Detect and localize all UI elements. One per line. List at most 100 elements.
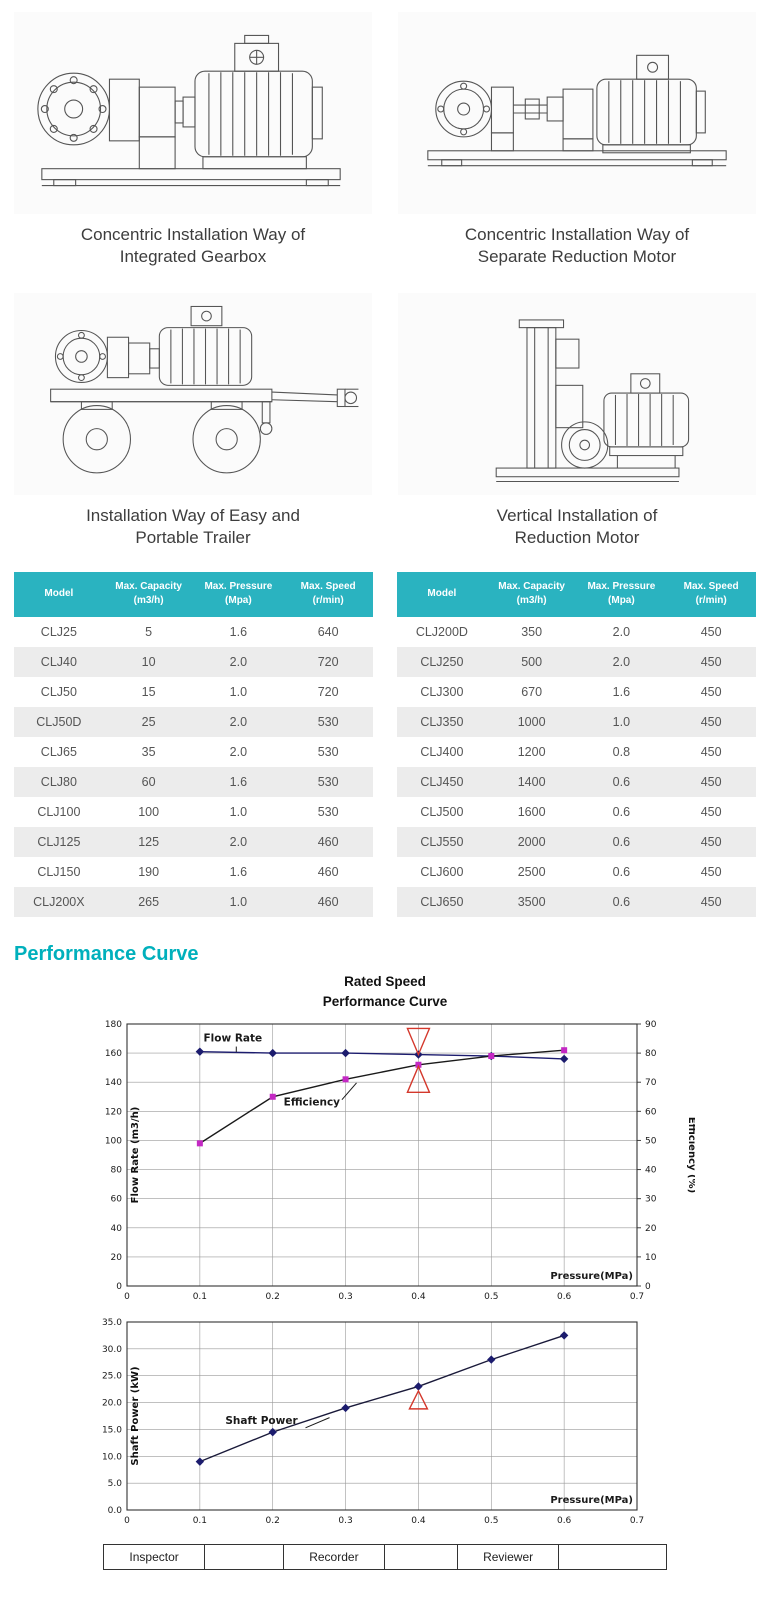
svg-text:0.5: 0.5 <box>484 1516 498 1526</box>
svg-text:160: 160 <box>105 1049 122 1059</box>
table-row: CLJ200X 265 1.0 460 <box>14 886 373 917</box>
model-cell: CLJ550 <box>420 834 464 849</box>
drawing-portable-trailer <box>14 292 372 495</box>
chart-title: Rated Speed Performance Curve <box>322 973 448 1009</box>
svg-text:Flow Rate (m3/h): Flow Rate (m3/h) <box>130 1107 141 1204</box>
svg-text:0.6: 0.6 <box>557 1516 572 1526</box>
figure-separate-reduction-motor: Concentric Installation Way of Separate R… <box>398 12 756 269</box>
table-row: CLJ150 190 1.6 460 <box>14 857 373 887</box>
svg-text:0.2: 0.2 <box>266 1292 280 1302</box>
svg-text:0.4: 0.4 <box>411 1292 426 1302</box>
figure-caption: Concentric Installation Way of Separate R… <box>464 225 690 267</box>
table-row: CLJ250 500 2.0 450 <box>397 646 756 677</box>
header-pressure: Max. Pressure (Mpa) <box>576 571 667 617</box>
svg-text:40: 40 <box>111 1224 123 1234</box>
table-row: CLJ25 5 1.6 640 <box>14 617 373 647</box>
value-cell: 450 <box>700 864 722 879</box>
svg-text:0: 0 <box>124 1292 130 1302</box>
table-header-row: Model Max. Capacity (m3/h) Max. Pressure(… <box>397 571 756 617</box>
svg-text:25.0: 25.0 <box>102 1372 122 1382</box>
value-cell: 450 <box>700 684 722 699</box>
svg-text:20: 20 <box>111 1253 123 1263</box>
svg-text:0.1: 0.1 <box>193 1516 207 1526</box>
model-cell: CLJ25 <box>40 624 77 639</box>
value-cell: 0.6 <box>612 894 631 909</box>
table-row: CLJ500 1600 0.6 450 <box>397 797 756 827</box>
model-cell: CLJ40 <box>40 654 77 669</box>
svg-text:0.1: 0.1 <box>193 1292 207 1302</box>
recorder-cell: Recorder <box>284 1545 385 1570</box>
table-row: CLJ65 35 2.0 530 <box>14 737 373 767</box>
value-cell: 125 <box>138 834 160 849</box>
svg-text:100: 100 <box>105 1137 122 1147</box>
table-row: CLJ650 3500 0.6 450 <box>397 886 756 917</box>
spec-table-right: Model Max. Capacity (m3/h) Max. Pressure(… <box>397 571 756 917</box>
svg-text:Pressure(MPa): Pressure(MPa) <box>550 1271 633 1282</box>
svg-text:15.0: 15.0 <box>102 1426 122 1436</box>
svg-text:20: 20 <box>645 1224 657 1234</box>
table-row: CLJ40 10 2.0 720 <box>14 646 373 677</box>
svg-text:0.0: 0.0 <box>108 1506 123 1516</box>
value-cell: 60 <box>141 774 156 789</box>
value-cell: 1.6 <box>229 864 248 879</box>
value-cell: 460 <box>317 864 339 879</box>
value-cell: 670 <box>521 684 543 699</box>
table-row: CLJ300 670 1.6 450 <box>397 677 756 707</box>
table-row: CLJ50 15 1.0 720 <box>14 677 373 707</box>
model-cell: CLJ150 <box>37 864 81 879</box>
svg-text:50: 50 <box>645 1137 657 1147</box>
svg-text:0.4: 0.4 <box>411 1516 426 1526</box>
value-cell: 0.6 <box>612 864 631 879</box>
installation-figures: Concentric Installation Way of Integrated… <box>14 12 756 550</box>
value-cell: 3500 <box>517 894 546 909</box>
model-cell: CLJ300 <box>420 684 464 699</box>
inspector-cell: Inspector <box>104 1545 206 1570</box>
svg-text:180: 180 <box>105 1020 122 1030</box>
table-row: CLJ350 1000 1.0 450 <box>397 706 756 737</box>
value-cell: 460 <box>317 894 339 909</box>
svg-text:0.5: 0.5 <box>484 1292 498 1302</box>
value-cell: 2.0 <box>229 834 248 849</box>
svg-text:90: 90 <box>645 1020 657 1030</box>
value-cell: 1.0 <box>229 894 248 909</box>
value-cell: 2.0 <box>229 714 248 729</box>
value-cell: 500 <box>521 654 543 669</box>
header-model: Model <box>397 571 487 617</box>
svg-text:0.7: 0.7 <box>630 1516 644 1526</box>
svg-text:0: 0 <box>124 1516 130 1526</box>
model-cell: CLJ250 <box>420 654 464 669</box>
table-row: CLJ400 1200 0.8 450 <box>397 737 756 767</box>
svg-text:120: 120 <box>105 1108 122 1118</box>
value-cell: 0.6 <box>612 834 631 849</box>
svg-text:80: 80 <box>645 1049 657 1059</box>
svg-text:0.3: 0.3 <box>338 1292 352 1302</box>
qc-footer: Inspector Recorder Reviewer <box>103 1544 667 1571</box>
table-row: CLJ80 60 1.6 530 <box>14 766 373 797</box>
value-cell: 10 <box>141 654 156 669</box>
svg-text:Efficiency: Efficiency <box>284 1097 341 1109</box>
value-cell: 2.0 <box>612 654 631 669</box>
value-cell: 1600 <box>517 804 546 819</box>
value-cell: 450 <box>700 774 722 789</box>
svg-text:0: 0 <box>116 1282 122 1292</box>
value-cell: 1000 <box>517 714 546 729</box>
value-cell: 1.6 <box>229 774 248 789</box>
shaft-power-chart: 0 0.1 0.2 0.3 0.4 0.5 0.6 0.7 0.0 5.0 10.0 15.0 20.0… <box>102 1318 644 1526</box>
value-cell: 35 <box>141 744 156 759</box>
svg-text:70: 70 <box>645 1078 657 1088</box>
table-row: CLJ450 1400 0.6 450 <box>397 766 756 797</box>
value-cell: 2.0 <box>612 624 631 639</box>
value-cell: 450 <box>700 744 722 759</box>
svg-text:0.3: 0.3 <box>338 1516 352 1526</box>
value-cell: 530 <box>317 804 339 819</box>
model-cell: CLJ80 <box>40 774 77 789</box>
header-pressure: Max. Pressure (Mpa) <box>193 571 284 617</box>
svg-text:30: 30 <box>645 1195 657 1205</box>
model-cell: CLJ600 <box>420 864 464 879</box>
figure-caption: Vertical Installation of Reduction Motor <box>496 505 658 548</box>
model-cell: CLJ100 <box>37 804 81 819</box>
svg-text:40: 40 <box>645 1166 657 1176</box>
spec-tables: Model Max. Capacity (m3/h) Max. Pressure(… <box>14 571 756 917</box>
drawing-vertical-installation <box>398 292 756 495</box>
